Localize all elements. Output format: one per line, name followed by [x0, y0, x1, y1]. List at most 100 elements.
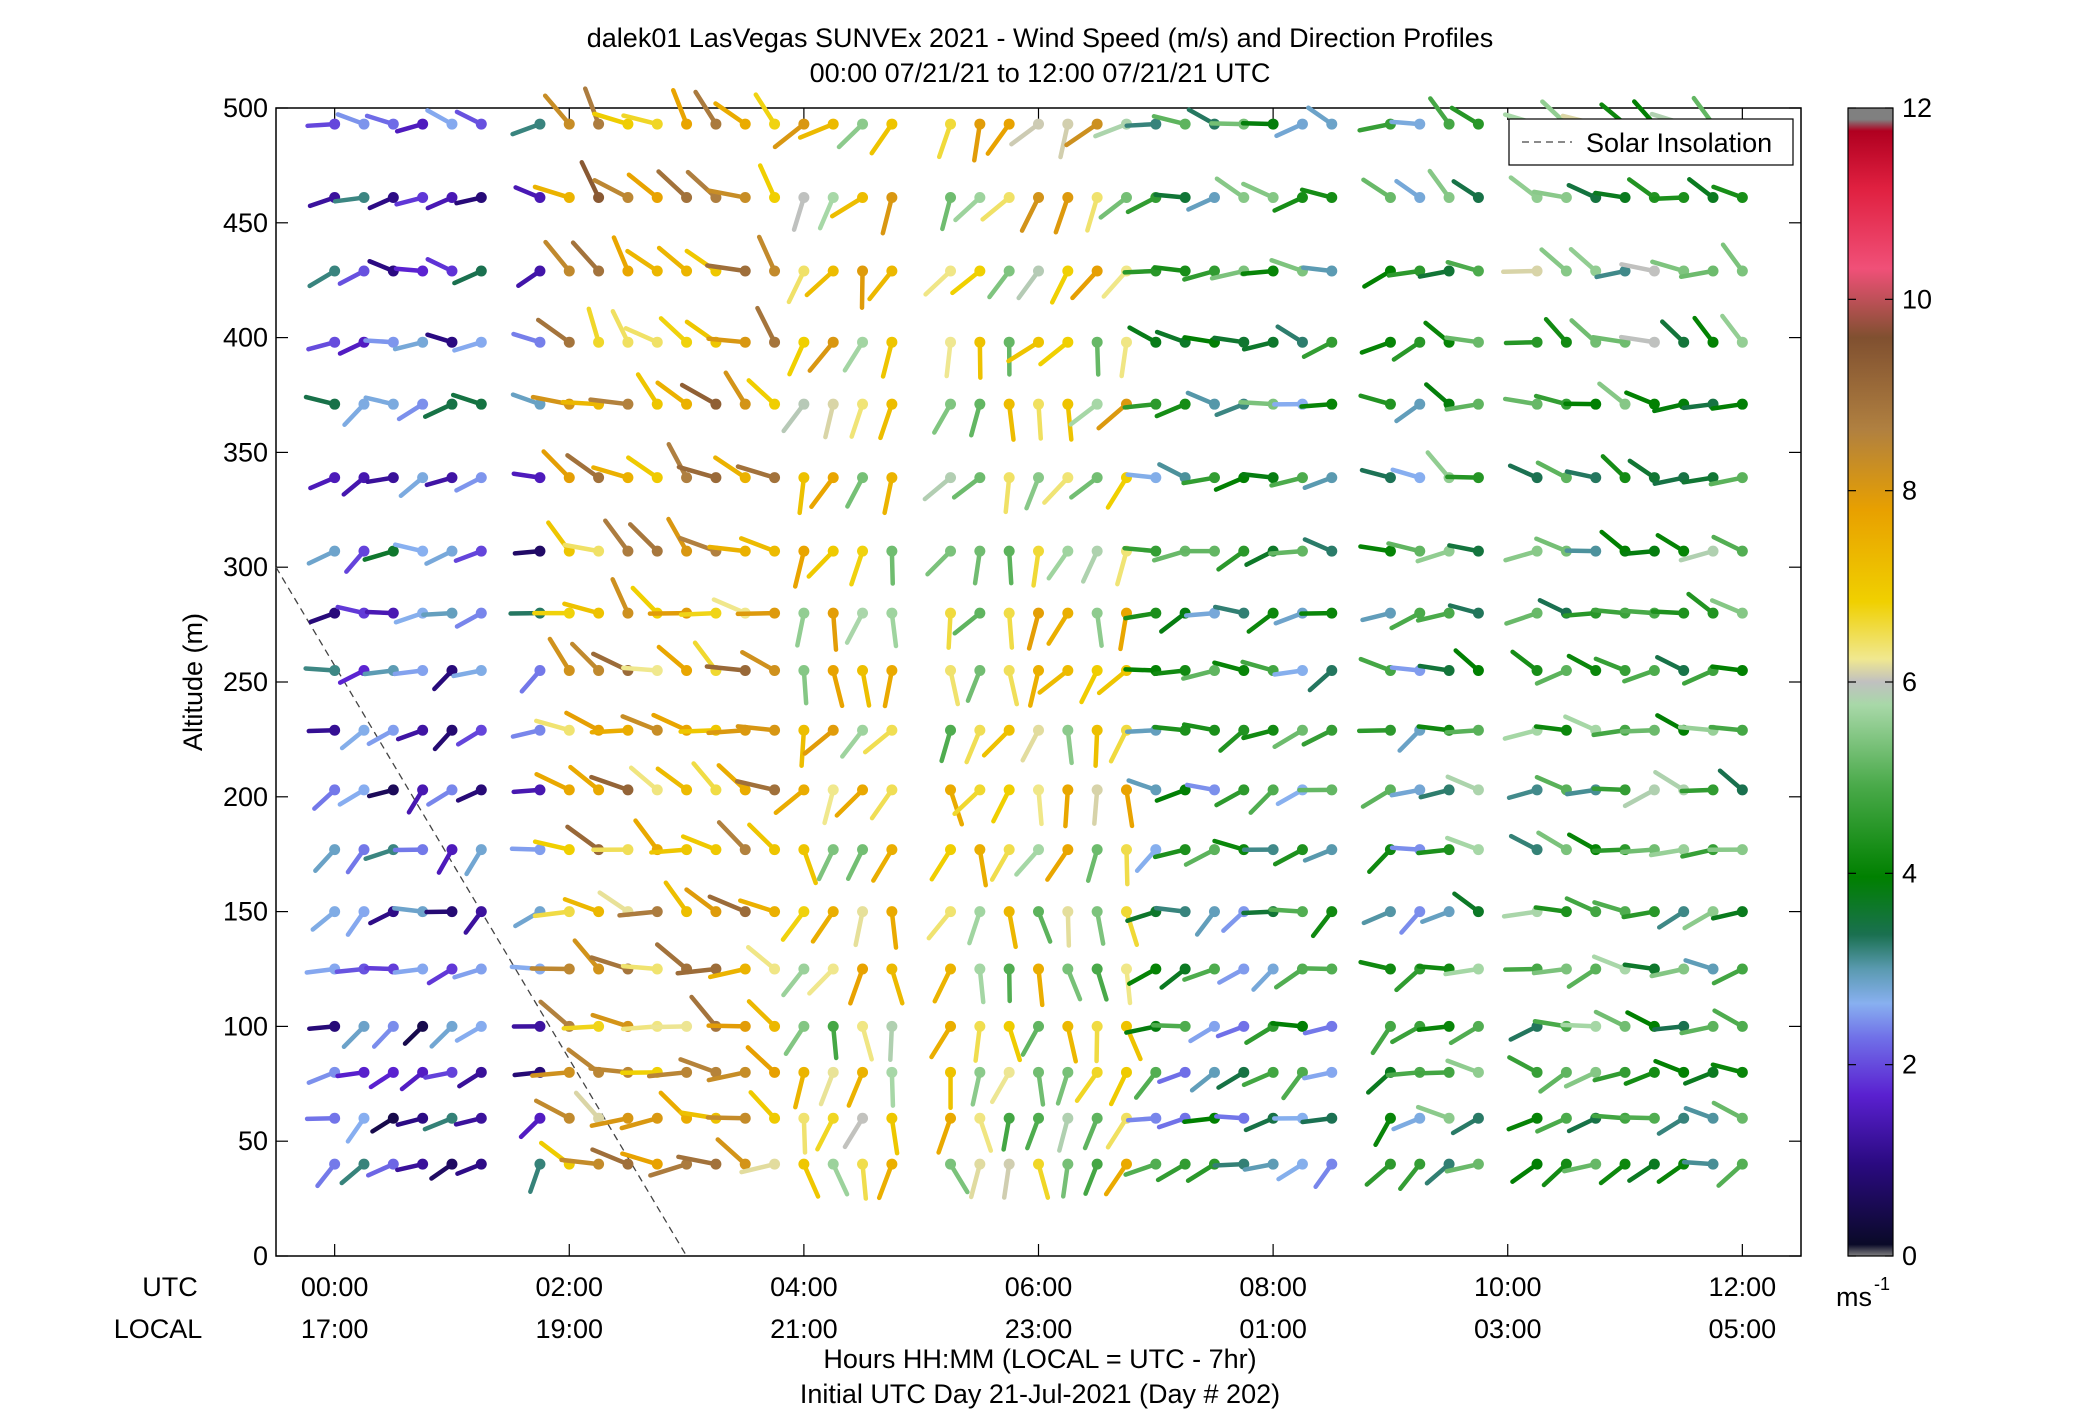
wind-barb [392, 963, 429, 975]
wind-barb [559, 1157, 605, 1170]
wind-barb [366, 1158, 399, 1178]
wind-barb-dot [1091, 724, 1103, 736]
wind-barb [1297, 963, 1338, 975]
wind-barb-dot [827, 118, 839, 130]
wind-barb [364, 113, 399, 130]
wind-barb-dot [1648, 724, 1660, 736]
wind-barb-shaft [806, 548, 836, 579]
wind-barb-shaft [723, 370, 748, 407]
wind-barb-shaft [564, 710, 601, 733]
wind-barb-shaft [711, 597, 748, 616]
wind-barb-shaft [980, 195, 1012, 222]
wind-barb-dot [857, 1112, 869, 1124]
wind-barb-dot [417, 192, 429, 204]
wind-barb-dot [974, 265, 986, 277]
wind-barb-shaft [1006, 1024, 1023, 1063]
wind-barb [1390, 467, 1426, 484]
wind-barb [1058, 118, 1074, 160]
y-tick-label: 0 [253, 1241, 268, 1271]
wind-barb-shaft [1065, 909, 1072, 948]
wind-barb [1297, 784, 1338, 796]
wind-barb [1653, 1058, 1690, 1078]
wind-barb [1009, 118, 1044, 147]
wind-barb-dot [1120, 1158, 1132, 1170]
wind-barb [1068, 398, 1103, 427]
wind-barb-dot [1179, 1020, 1191, 1032]
wind-barb [542, 93, 575, 130]
wind-barb-dot [1531, 1158, 1543, 1170]
wind-barb-dot [1033, 192, 1044, 204]
wind-barb-shaft [738, 536, 777, 554]
wind-barb-shaft [878, 401, 895, 441]
wind-barb [707, 963, 751, 980]
wind-barb [396, 398, 429, 422]
wind-barb-dot [1003, 607, 1015, 619]
wind-barb-dot [1648, 906, 1660, 918]
wind-barb-dot [387, 472, 399, 484]
wind-barb [591, 844, 634, 856]
wind-barb-dot [1062, 472, 1074, 484]
wind-barb-shaft [867, 268, 895, 302]
wind-barb [392, 905, 429, 918]
wind-barb-dot [358, 265, 370, 277]
wind-barb-dot [1678, 1066, 1690, 1078]
wind-barb-shaft [560, 399, 601, 407]
wind-barb-dot [1384, 398, 1396, 410]
wind-barb-dot [1736, 1066, 1748, 1078]
wind-barb-shaft [830, 668, 845, 709]
wind-barb-shaft [756, 234, 777, 274]
wind-barb-shaft [787, 339, 807, 377]
x-axis-ticks: 00:0017:0002:0019:0004:0021:0006:0023:00… [301, 108, 1776, 1344]
wind-barb-shaft [706, 1023, 748, 1029]
wind-barb-dot [974, 963, 986, 975]
wind-barb-shaft [1046, 548, 1071, 581]
wind-barb [678, 1057, 722, 1078]
wind-barb [1024, 472, 1044, 511]
wind-barb-shaft [834, 787, 865, 818]
wind-barb-shaft [944, 339, 953, 379]
wind-barb-dot [1472, 472, 1484, 484]
x-tick-label-local: 23:00 [1005, 1314, 1073, 1344]
wind-barb [1120, 784, 1135, 829]
wind-barb [1159, 963, 1191, 990]
wind-barb-shaft [880, 195, 895, 236]
wind-barb-shaft [628, 765, 660, 793]
wind-barb [303, 665, 341, 677]
wind-barb-dot [798, 784, 810, 796]
wind-barb [635, 372, 663, 410]
wind-barb [1597, 381, 1631, 410]
wind-barb-dot [1707, 906, 1719, 918]
wind-barb-dot [1531, 265, 1543, 277]
wind-barb-dot [446, 472, 458, 484]
wind-barb [648, 1158, 693, 1178]
wind-barb [880, 336, 898, 379]
wind-barb-shaft [670, 88, 689, 127]
wind-barb-shaft [529, 966, 572, 972]
wind-barb-dot [1443, 844, 1455, 856]
wind-barb-dot [475, 607, 487, 619]
wind-barb-dot [1384, 1112, 1396, 1124]
wind-barb-dot [563, 1112, 575, 1124]
wind-barb [1593, 190, 1631, 204]
wind-barb-shaft [869, 121, 895, 156]
wind-barb-dot [1560, 665, 1572, 677]
wind-barb [985, 118, 1015, 156]
wind-barb [519, 665, 546, 694]
wind-barb-shaft [706, 336, 748, 345]
wind-barb-shaft [1618, 334, 1657, 345]
wind-barb [1064, 118, 1103, 148]
wind-barb-shaft [926, 909, 953, 941]
wind-barb-dot [417, 906, 429, 918]
wind-barb-dot [1590, 963, 1602, 975]
wind-barb-dot [329, 472, 341, 484]
wind-barb-shaft [1006, 909, 1018, 950]
wind-barb [1389, 784, 1426, 798]
wind-barb-shaft [772, 121, 807, 150]
wind-barb [1025, 1112, 1044, 1151]
wind-barb-dot [1707, 192, 1719, 204]
wind-barb-dot [387, 607, 399, 619]
wind-barb-dot [1326, 665, 1338, 677]
wind-barb [1248, 784, 1279, 815]
wind-barb-shaft [597, 890, 631, 914]
wind-barb-dot [1326, 472, 1338, 484]
